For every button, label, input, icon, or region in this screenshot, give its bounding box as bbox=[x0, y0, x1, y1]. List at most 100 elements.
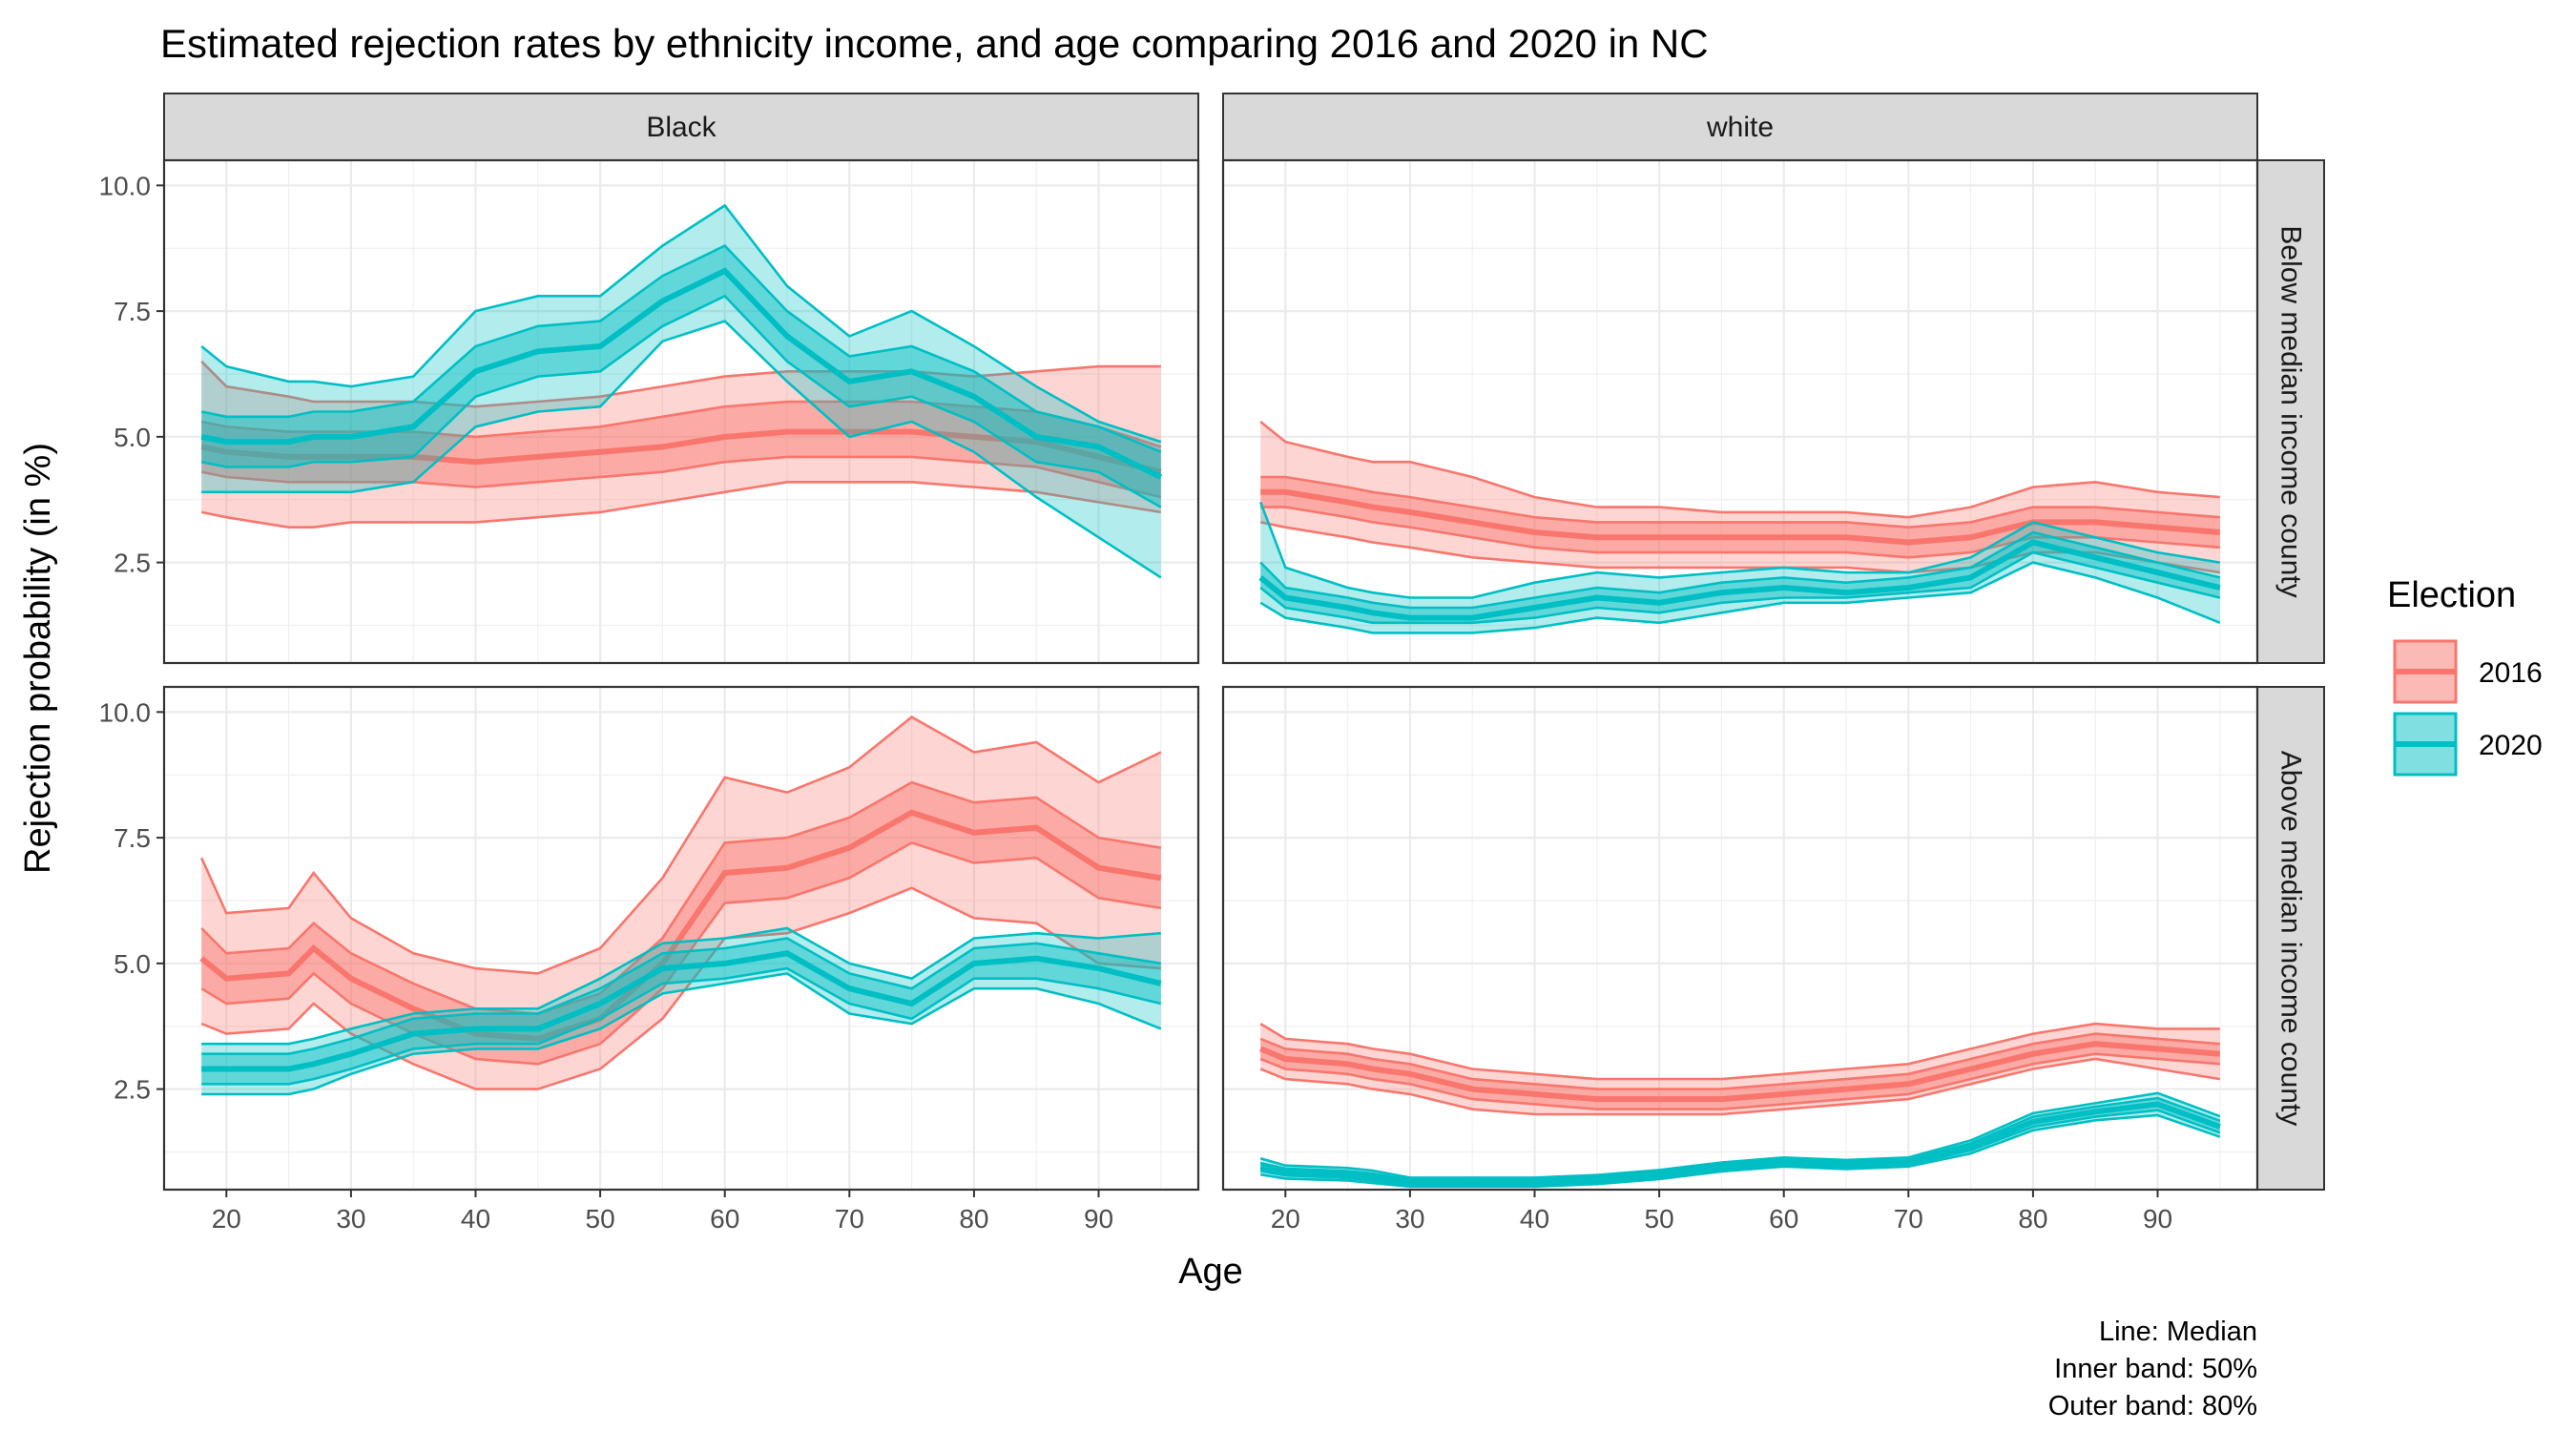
line-q90-2016 bbox=[200, 360, 1161, 408]
strip-column-label: white bbox=[1706, 112, 1774, 143]
panel-border bbox=[162, 158, 1200, 665]
line-q10-2020 bbox=[1259, 561, 2221, 634]
chart-title: Estimated rejection rates by ethnicity i… bbox=[160, 21, 1709, 66]
series-2020 bbox=[200, 203, 1163, 579]
panel-border bbox=[1221, 685, 2259, 1192]
line-median-2016 bbox=[199, 809, 1162, 1042]
line-q10-2016 bbox=[200, 481, 1162, 529]
line-median-2020 bbox=[201, 950, 1162, 1072]
strip-row-label: Above median income county bbox=[2275, 751, 2307, 1127]
y-tick-label: 2.5 bbox=[114, 549, 151, 578]
panel-border bbox=[162, 685, 1200, 1192]
line-q10-2020 bbox=[201, 972, 1162, 1096]
line-q25-2020 bbox=[201, 966, 1162, 1086]
line-median-2020 bbox=[200, 267, 1163, 480]
line-q10-2016 bbox=[1259, 521, 2221, 574]
band-50-2020 bbox=[1260, 532, 2220, 623]
line-q10-2020 bbox=[201, 320, 1162, 579]
line-q25-2016 bbox=[1260, 506, 2220, 559]
line-q75-2016 bbox=[200, 400, 1162, 448]
line-q90-2020 bbox=[200, 203, 1162, 444]
x-tick-label: 80 bbox=[959, 1204, 988, 1234]
y-tick-label: 7.5 bbox=[114, 297, 151, 326]
facet-panels: Black white Below median income county Abov… bbox=[99, 93, 2325, 1234]
line-median-2020 bbox=[1259, 1101, 2221, 1186]
strip-column-label: Black bbox=[646, 112, 717, 143]
series-2016 bbox=[1259, 1022, 2221, 1116]
line-median-2020 bbox=[1258, 539, 2221, 621]
line-q10-2016 bbox=[200, 886, 1161, 1090]
line-q75-2020 bbox=[1259, 530, 2221, 610]
caption-line: Inner band: 50% bbox=[2054, 1354, 2257, 1384]
panel-data bbox=[1258, 420, 2221, 634]
line-median-2016 bbox=[1260, 488, 2221, 546]
y-axis-title: Rejection probability (in %) bbox=[18, 443, 58, 874]
caption: Line: Median Inner band: 50% Outer band: 8… bbox=[2048, 1317, 2257, 1421]
x-axis-title: Age bbox=[1178, 1252, 1243, 1292]
line-median-2016 bbox=[1259, 1041, 2221, 1103]
caption-line: Outer band: 80% bbox=[2048, 1391, 2257, 1421]
x-tick-label: 70 bbox=[835, 1204, 864, 1234]
line-q90-2020 bbox=[201, 926, 1161, 1046]
panel-white-above: 20 30 40 50 60 70 80 90 bbox=[1221, 685, 2259, 1234]
line-q75-2020 bbox=[201, 937, 1162, 1055]
strip-row bbox=[2256, 159, 2325, 664]
y-tick-label: 2.5 bbox=[114, 1075, 151, 1105]
panel-white-below bbox=[1221, 158, 2259, 665]
x-tick-label: 40 bbox=[461, 1204, 490, 1234]
strip-column-white bbox=[1222, 93, 2258, 161]
series-2016 bbox=[199, 716, 1162, 1090]
legend-label: 2020 bbox=[2479, 730, 2543, 761]
caption-line: Line: Median bbox=[2099, 1317, 2257, 1347]
legend-entry-2016: 2016 bbox=[2393, 639, 2543, 704]
panel-border bbox=[1221, 158, 2259, 665]
strip-row-label: Below median income county bbox=[2275, 225, 2307, 597]
x-tick-label: 20 bbox=[1271, 1204, 1300, 1234]
panel-data bbox=[199, 716, 1162, 1096]
panel-black-below: 2.5 5.0 7.5 10.0 bbox=[99, 158, 1200, 665]
series-2020 bbox=[201, 926, 1162, 1096]
x-tick-label: 80 bbox=[2018, 1204, 2047, 1234]
strip-column-black bbox=[163, 93, 1199, 161]
y-tick-label: 10.0 bbox=[99, 171, 152, 200]
line-q75-2020 bbox=[200, 244, 1162, 453]
line-q75-2016 bbox=[200, 780, 1162, 1015]
band-50-2016 bbox=[201, 782, 1161, 1065]
legend-entry-2020: 2020 bbox=[2393, 712, 2543, 777]
x-tick-label: 60 bbox=[710, 1204, 739, 1234]
x-tick-label: 60 bbox=[1769, 1204, 1798, 1234]
y-tick-label: 10.0 bbox=[99, 697, 152, 727]
line-q10-2016 bbox=[1259, 1057, 2221, 1116]
line-q25-2016 bbox=[1259, 1052, 2220, 1110]
panel-background bbox=[1223, 160, 2257, 663]
legend-entries: 2016 2020 bbox=[2393, 639, 2543, 777]
line-q90-2020 bbox=[1259, 1091, 2221, 1179]
y-tick-label: 5.0 bbox=[114, 949, 151, 979]
strip-row bbox=[2256, 686, 2325, 1191]
band-80-2020 bbox=[1260, 502, 2220, 633]
x-tick-label: 50 bbox=[1645, 1204, 1674, 1234]
x-tick-label: 50 bbox=[586, 1204, 615, 1234]
panel-black-above: 2.5 5.0 7.5 10.0 20 30 40 50 60 70 80 90 bbox=[99, 685, 1200, 1234]
band-50-2020 bbox=[201, 245, 1161, 508]
band-80-2020 bbox=[201, 928, 1161, 1094]
y-tick-label: 7.5 bbox=[114, 823, 151, 853]
x-tick-label: 90 bbox=[1084, 1204, 1113, 1234]
y-tick-label: 5.0 bbox=[114, 423, 151, 452]
series-2020 bbox=[1258, 501, 2221, 634]
line-q25-2020 bbox=[1259, 550, 2221, 625]
panel-data bbox=[200, 203, 1163, 579]
x-tick-label: 70 bbox=[1894, 1204, 1923, 1234]
x-tick-label: 30 bbox=[1395, 1204, 1424, 1234]
line-q90-2016 bbox=[200, 716, 1162, 975]
x-tick-label: 30 bbox=[336, 1204, 365, 1234]
line-q25-2016 bbox=[200, 840, 1162, 1066]
line-q25-2020 bbox=[200, 294, 1162, 508]
line-q25-2016 bbox=[200, 455, 1162, 499]
line-q75-2016 bbox=[1259, 1032, 2220, 1090]
line-q10-2020 bbox=[1259, 1113, 2221, 1189]
panel-data bbox=[1259, 1022, 2221, 1189]
line-q90-2020 bbox=[1258, 501, 2221, 599]
line-q75-2016 bbox=[1260, 475, 2220, 529]
